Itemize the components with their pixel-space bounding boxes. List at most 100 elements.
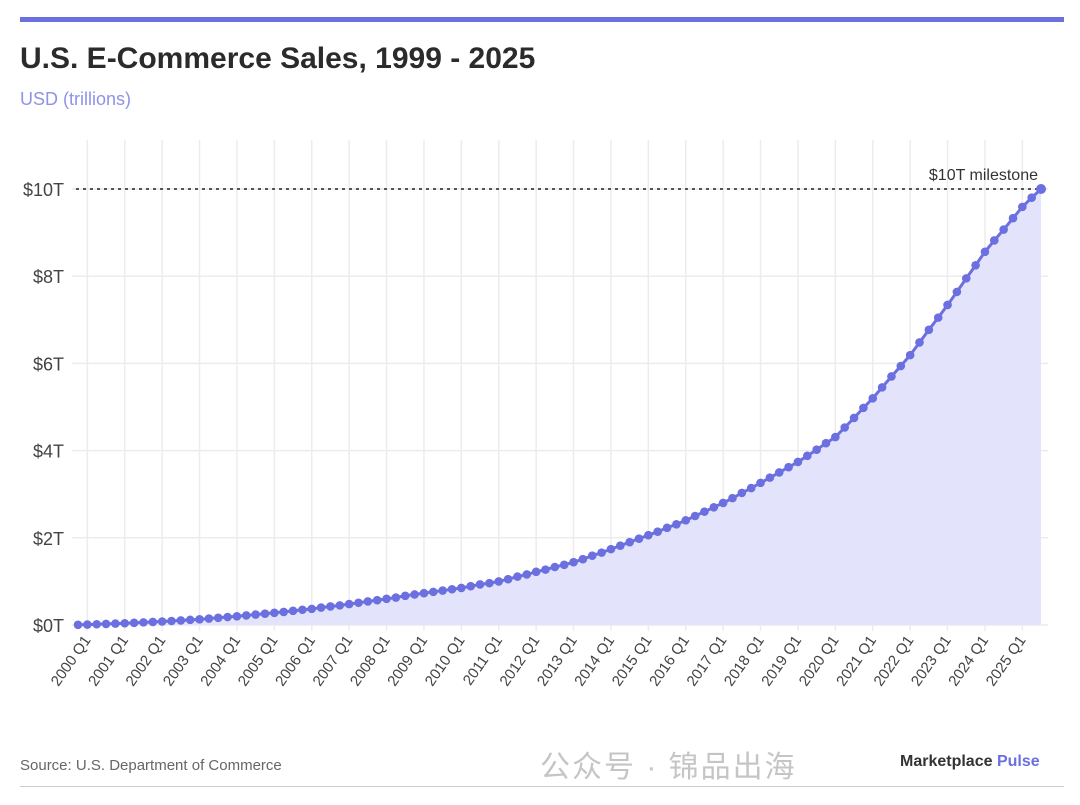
data-point [466,581,476,591]
data-point [298,605,307,615]
data-point [990,236,999,245]
data-point [849,413,859,423]
data-point [213,613,223,623]
data-point [232,611,242,621]
data-point [344,599,354,609]
data-point [391,593,401,602]
data-point [242,611,251,620]
watermark: 公众号 · 锦品出海 [540,751,797,784]
data-point [550,562,560,572]
data-point [999,225,1008,234]
data-point [961,274,971,283]
data-point [195,615,204,624]
data-point [372,595,382,605]
data-point [73,620,83,630]
data-point [251,610,260,619]
data-point [503,574,513,584]
data-point [447,584,457,594]
logo-main: Marketplace [900,753,993,770]
data-point [578,554,588,564]
data-point [522,570,532,579]
data-point [840,423,849,432]
y-tick-label: $8T [33,267,64,287]
data-point [167,616,176,626]
data-point [513,572,522,581]
data-point [1018,202,1027,212]
data-point [1008,213,1018,223]
logo-accent: Pulse [996,753,1040,770]
data-point [644,530,653,540]
data-point [111,619,120,628]
data-point [438,586,447,595]
data-point [746,483,756,493]
top-accent-bar [20,17,1064,22]
data-point [728,493,737,503]
data-point [223,612,232,622]
data-point [625,537,634,547]
data-point [700,507,709,516]
data-point [307,604,317,614]
data-point [494,577,504,586]
data-point [363,597,373,606]
data-point [148,617,158,627]
data-point [559,560,569,570]
marketplace-pulse-logo: Marketplace Pulse [900,753,1040,771]
data-point [924,325,934,335]
data-point [831,432,840,442]
data-point [129,618,139,628]
data-point [139,618,148,627]
data-point [672,519,681,529]
data-point [204,614,214,623]
data-point [756,478,765,488]
data-point [803,451,812,461]
data-point [270,608,279,618]
data-point [335,601,345,610]
data-point [531,567,541,577]
data-point [943,300,952,310]
data-point [429,587,438,597]
data-point [933,313,943,322]
data-point [681,516,691,525]
data-point [569,557,578,567]
data-point [709,502,719,512]
data-point [288,606,298,616]
data-point [915,338,924,347]
area-fill [78,189,1042,625]
data-point [905,350,915,360]
data-point [765,473,775,482]
data-point [821,438,831,448]
data-point [176,616,186,625]
data-point [616,541,625,550]
y-tick-label: $4T [33,442,64,462]
y-tick-label: $0T [33,616,64,636]
data-point [653,527,662,536]
data-point [279,607,289,617]
data-point [475,580,485,589]
data-point [1027,193,1036,203]
milestone-label: $10T milestone [929,167,1038,184]
data-point [419,588,429,598]
data-point [541,565,550,574]
data-point [812,445,821,455]
data-point [83,620,92,629]
chart-title: U.S. E-Commerce Sales, 1999 - 2025 [20,42,536,75]
y-tick-label: $6T [33,354,64,374]
data-point [980,247,990,257]
data-point [718,498,728,508]
y-tick-label: $2T [33,529,64,549]
data-point [690,511,700,521]
data-point [868,393,878,403]
y-tick-label: $10T [23,180,64,200]
data-point [260,609,270,618]
data-point [662,523,672,533]
data-point [784,462,793,472]
data-point [774,468,784,477]
data-point [316,603,326,612]
data-point [971,261,980,270]
data-point [952,287,962,297]
data-point [410,590,419,599]
data-point [634,534,644,543]
data-point [485,578,494,588]
